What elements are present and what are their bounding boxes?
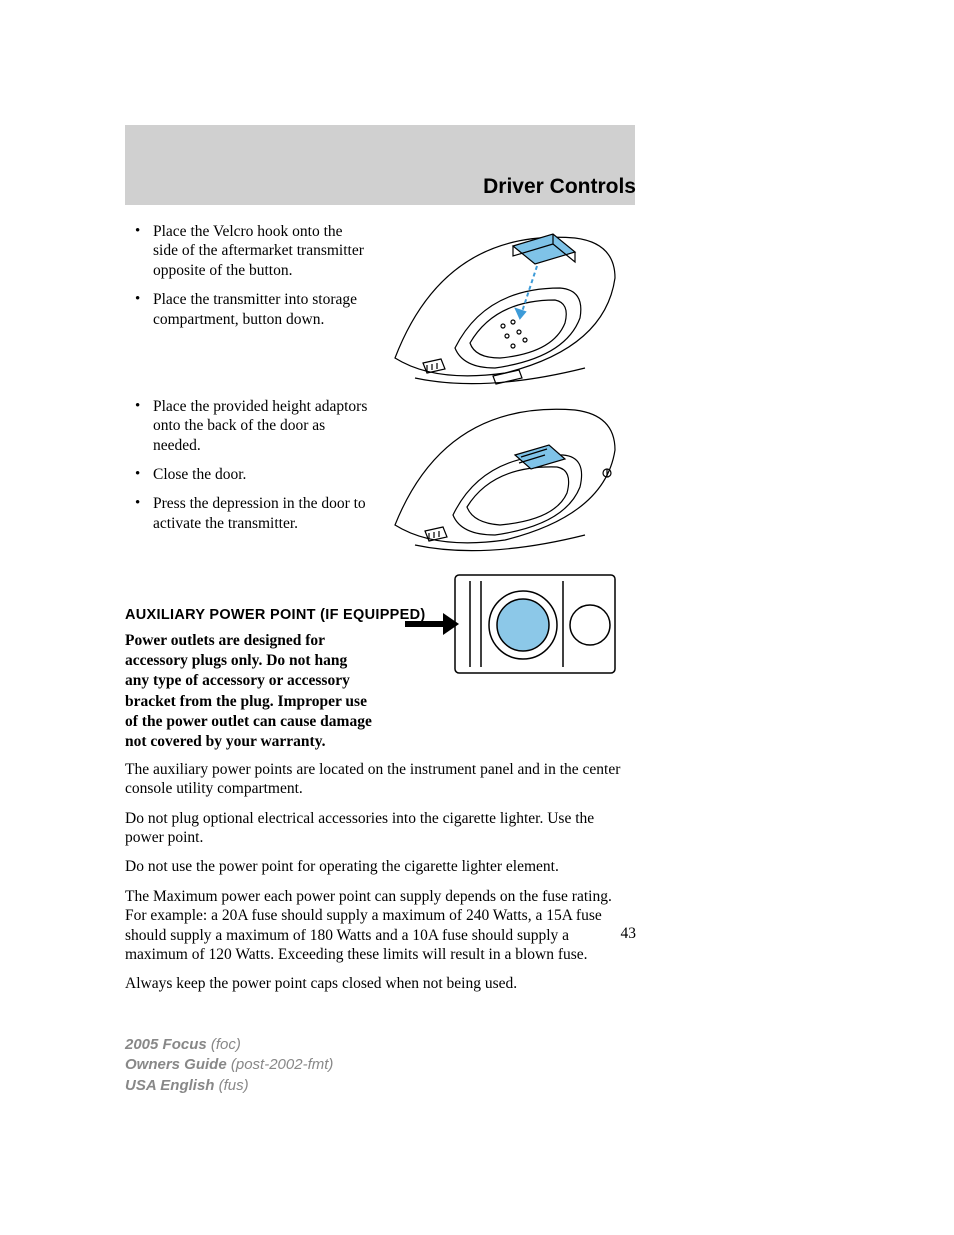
footer-code-2: (post-2002-fmt) — [231, 1056, 334, 1073]
paragraph: The Maximum power each power point can s… — [125, 887, 635, 965]
footer-line-1: 2005 Focus (foc) — [125, 1035, 333, 1055]
list-item: Place the provided height adaptors onto … — [125, 397, 370, 455]
footer-line-3: USA English (fus) — [125, 1076, 333, 1096]
paragraph: The auxiliary power points are located o… — [125, 760, 635, 799]
footer: 2005 Focus (foc) Owners Guide (post-2002… — [125, 1035, 333, 1096]
page-number: 43 — [621, 925, 637, 943]
paragraph: Do not plug optional electrical accessor… — [125, 809, 635, 848]
content-column: Place the Velcro hook onto the side of t… — [125, 222, 635, 994]
paragraph: Always keep the power point caps closed … — [125, 974, 635, 993]
footer-line-2: Owners Guide (post-2002-fmt) — [125, 1055, 333, 1075]
page: Driver Controls — [0, 0, 954, 1235]
list-item: Place the Velcro hook onto the side of t… — [125, 222, 370, 280]
chapter-title: Driver Controls — [483, 175, 636, 199]
footer-guide: Owners Guide — [125, 1056, 227, 1073]
footer-lang: USA English — [125, 1077, 214, 1094]
warning-text: Power outlets are designed for accessory… — [125, 631, 373, 752]
footer-model: 2005 Focus — [125, 1036, 207, 1053]
list-item: Press the depression in the door to acti… — [125, 494, 370, 533]
bullet-list-1: Place the Velcro hook onto the side of t… — [125, 222, 370, 329]
list-item: Place the transmitter into storage compa… — [125, 290, 370, 329]
bullet-list-2: Place the provided height adaptors onto … — [125, 397, 370, 533]
footer-code-1: (foc) — [211, 1036, 241, 1053]
list-item: Close the door. — [125, 465, 370, 484]
paragraph: Do not use the power point for operating… — [125, 857, 635, 876]
footer-code-3: (fus) — [219, 1077, 249, 1094]
section-heading: AUXILIARY POWER POINT (IF EQUIPPED) — [125, 607, 635, 623]
